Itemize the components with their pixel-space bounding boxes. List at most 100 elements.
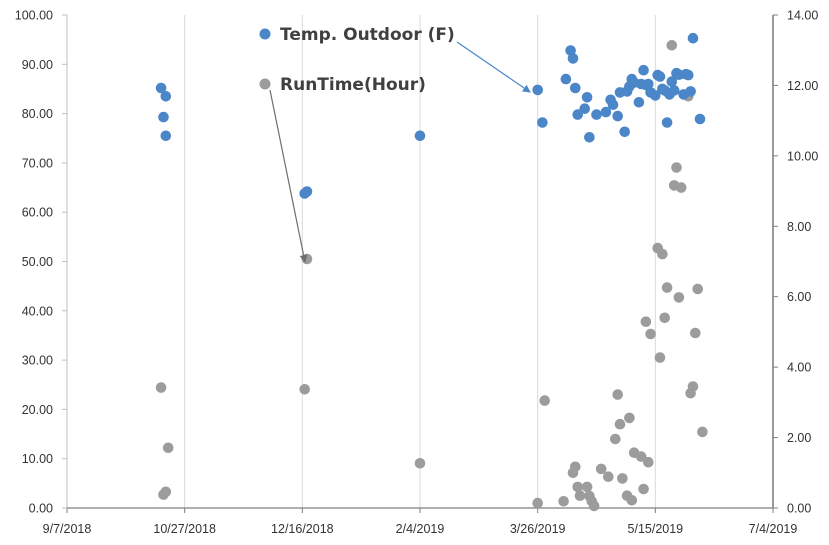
temp-outdoor-point <box>612 110 623 122</box>
legend-runtime-label: RunTime(Hour) <box>280 75 426 95</box>
temp-outdoor-point <box>650 90 661 101</box>
right-y-tick-label: 14.00 <box>787 9 818 23</box>
temp-outdoor-point <box>581 92 593 103</box>
right-y-axis-tick-labels: 0.00 2.00 4.00 6.00 8.00 10.00 12.00 14.00 <box>773 9 818 516</box>
temp-outdoor-point <box>301 186 313 197</box>
legend-temp-outdoor-arrow <box>456 41 531 93</box>
temp-outdoor-point <box>570 82 581 94</box>
runtime-point <box>661 282 673 293</box>
x-tick-label: 5/15/2019 <box>628 522 684 536</box>
left-y-tick-label: 30.00 <box>22 354 53 368</box>
runtime-point <box>610 433 621 445</box>
temp-outdoor-point <box>579 103 590 114</box>
left-y-tick-label: 20.00 <box>22 403 53 417</box>
runtime-point <box>603 471 614 483</box>
right-y-tick-label: 12.00 <box>787 79 818 93</box>
runtime-point <box>539 395 550 406</box>
left-y-tick-label: 0.00 <box>29 502 53 516</box>
temp-outdoor-point <box>155 82 167 94</box>
runtime-point <box>617 473 628 484</box>
series-runtime-points <box>155 40 708 512</box>
temp-outdoor-point <box>607 99 619 110</box>
runtime-point <box>626 495 638 506</box>
temp-outdoor-point <box>619 126 630 138</box>
temp-outdoor-point <box>584 132 595 143</box>
left-y-tick-label: 100.00 <box>15 9 53 23</box>
runtime-point <box>654 352 666 363</box>
left-y-tick-label: 60.00 <box>22 206 53 220</box>
right-y-tick-label: 6.00 <box>787 290 811 304</box>
left-y-axis-tick-labels: 0.00 10.00 20.00 30.00 40.00 50.00 60.00 70.00 8… <box>15 9 67 516</box>
temp-outdoor-point <box>643 78 654 90</box>
runtime-point <box>690 327 701 339</box>
legend-temp-outdoor-label: Temp. Outdoor (F) <box>280 25 455 45</box>
legend-temp-outdoor-marker <box>259 28 271 40</box>
temp-outdoor-point <box>685 86 696 97</box>
runtime-point <box>640 316 652 328</box>
left-y-tick-label: 10.00 <box>22 452 53 466</box>
runtime-point <box>162 442 174 454</box>
legend-runtime-item: RunTime(Hour) <box>259 75 426 263</box>
runtime-point <box>687 381 699 392</box>
temp-outdoor-point <box>683 69 694 81</box>
runtime-point <box>659 312 670 324</box>
runtime-point <box>673 292 685 303</box>
runtime-point <box>299 384 311 395</box>
runtime-point <box>574 490 586 502</box>
runtime-point <box>588 500 600 512</box>
legend-runtime-marker <box>259 78 271 90</box>
runtime-point <box>675 182 687 193</box>
temp-outdoor-point <box>591 109 602 120</box>
temp-outdoor-point <box>537 117 548 128</box>
runtime-point <box>612 389 623 400</box>
runtime-point <box>697 426 708 438</box>
left-y-tick-label: 90.00 <box>22 58 53 72</box>
temp-outdoor-point <box>560 73 572 85</box>
temp-outdoor-point <box>532 84 543 96</box>
runtime-point <box>635 451 647 462</box>
x-tick-label: 7/4/2019 <box>749 522 798 536</box>
series-points <box>155 32 708 512</box>
x-tick-label: 3/26/2019 <box>510 522 566 536</box>
temp-outdoor-point <box>654 71 666 82</box>
runtime-point <box>692 283 703 295</box>
runtime-point <box>624 412 635 424</box>
x-tick-label: 2/4/2019 <box>396 522 445 536</box>
temp-outdoor-point <box>414 130 426 142</box>
temp-outdoor-point <box>160 91 172 102</box>
runtime-point <box>671 162 682 173</box>
temp-outdoor-point <box>666 76 678 87</box>
runtime-point <box>570 461 581 473</box>
legend-temp-outdoor-item: Temp. Outdoor (F) <box>259 25 531 93</box>
runtime-point <box>657 248 668 260</box>
runtime-point <box>595 463 607 475</box>
right-y-tick-label: 0.00 <box>787 502 811 516</box>
temp-outdoor-point <box>694 113 706 125</box>
runtime-point <box>155 382 167 393</box>
left-y-tick-label: 40.00 <box>22 304 53 318</box>
x-axis-tick-labels: 9/7/2018 10/27/2018 12/16/2018 2/4/2019 3/26… <box>43 508 798 536</box>
runtime-point <box>643 456 654 468</box>
legend-runtime-arrow <box>269 89 308 263</box>
temp-outdoor-point <box>160 130 172 142</box>
runtime-point <box>666 40 678 51</box>
runtime-point <box>638 483 649 495</box>
right-y-tick-label: 4.00 <box>787 361 811 375</box>
x-tick-label: 10/27/2018 <box>153 522 216 536</box>
temp-outdoor-point <box>158 111 169 123</box>
runtime-point <box>532 497 543 509</box>
series-temp-outdoor-points <box>155 32 706 199</box>
runtime-point <box>160 486 172 498</box>
x-tick-label: 12/16/2018 <box>271 522 334 536</box>
temp-outdoor-point <box>668 85 680 96</box>
temp-outdoor-point <box>633 97 645 108</box>
runtime-point <box>581 481 593 493</box>
right-y-tick-label: 2.00 <box>787 431 811 445</box>
temp-outdoor-point <box>687 32 699 44</box>
temp-outdoor-point <box>661 117 673 128</box>
legend: Temp. Outdoor (F) RunTime(Hour) <box>259 25 531 263</box>
right-y-tick-label: 8.00 <box>787 220 811 234</box>
temp-outdoor-point <box>567 53 579 64</box>
right-y-tick-label: 10.00 <box>787 149 818 163</box>
